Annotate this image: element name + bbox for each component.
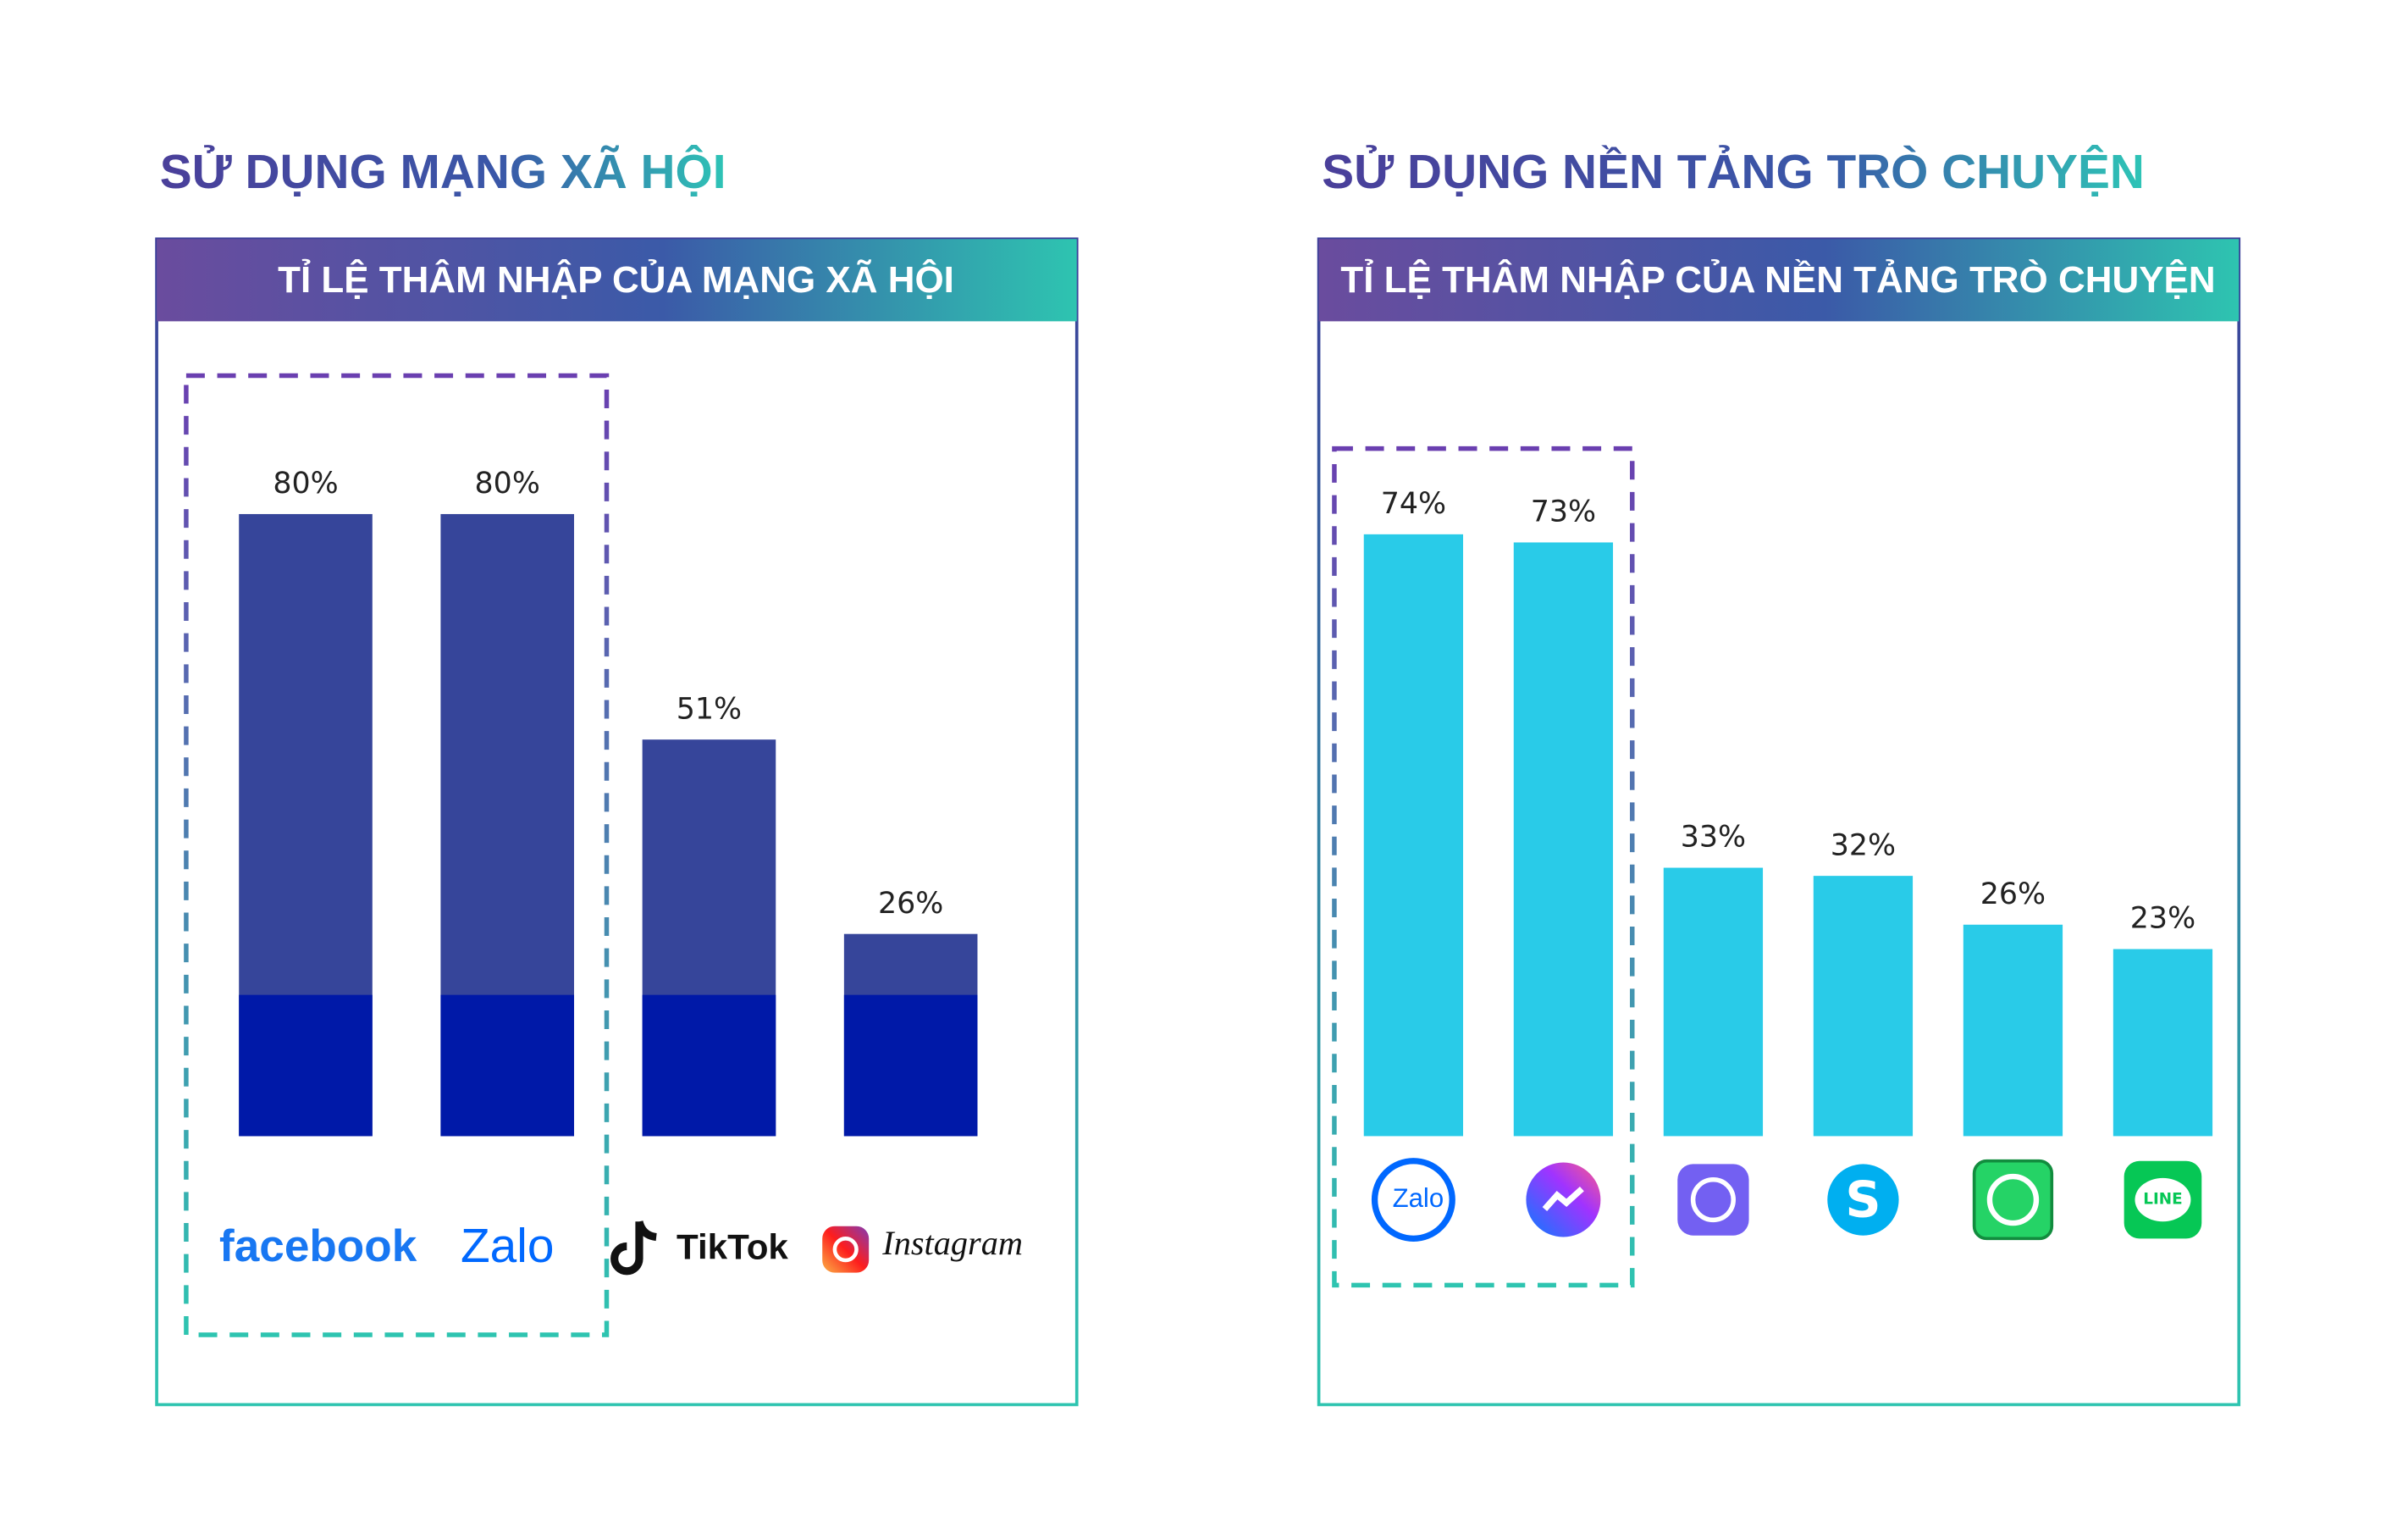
- value-label: 80%: [273, 467, 338, 501]
- value-label: 26%: [878, 887, 943, 921]
- instagram-icon: [822, 1226, 870, 1273]
- chart-subtitle: TỈ LỆ THÂM NHẬP CỦA MẠNG XÃ HỘI: [278, 257, 954, 301]
- bar: [2113, 949, 2213, 1137]
- whatsapp-icon: [1972, 1159, 2054, 1241]
- panel-header: [1318, 239, 2240, 322]
- bar: [1663, 867, 1764, 1137]
- panel-header: [157, 239, 1077, 322]
- value-label: 80%: [475, 467, 540, 501]
- chart-title: SỬ DỤNG MẠNG XÃ HỘI: [160, 144, 726, 199]
- panel: SỬ DỤNG NỀN TẢNG TRÒ CHUYỆN TỈ LỆ THÂM N…: [1317, 144, 2241, 1407]
- value-label: 33%: [1681, 821, 1746, 855]
- bar-base: [642, 994, 776, 1137]
- value-label: 23%: [2130, 902, 2195, 936]
- category-label: Zalo: [461, 1220, 555, 1273]
- category-label: Zalo: [1393, 1183, 1444, 1213]
- bar: [1813, 876, 1914, 1137]
- bar-base: [440, 994, 575, 1137]
- whatsapp-icon: [1986, 1173, 2040, 1226]
- value-label: 51%: [677, 692, 742, 726]
- category-label: Instagram: [881, 1224, 1023, 1262]
- value-label: 73%: [1531, 495, 1596, 529]
- zalo-icon: [1371, 1158, 1455, 1243]
- value-label: 74%: [1381, 487, 1446, 521]
- panel: SỬ DỤNG MẠNG XÃ HỘI TỈ LỆ THÂM NHẬP CỦA …: [155, 144, 1079, 1407]
- highlight-box: [184, 373, 610, 1337]
- bar: [1963, 924, 2063, 1137]
- category-label: TikTok: [677, 1226, 788, 1266]
- bar: [1363, 534, 1464, 1137]
- bar-base: [843, 994, 978, 1137]
- category-label: facebook: [219, 1221, 417, 1271]
- skype-icon: S: [1845, 1171, 1881, 1228]
- highlight-box: [1332, 446, 1635, 1288]
- messenger-icon: [1542, 1186, 1584, 1211]
- viber-icon: [1690, 1176, 1736, 1223]
- bar: [1513, 542, 1614, 1137]
- category-label: LINE: [2143, 1191, 2182, 1209]
- value-label: 26%: [1980, 877, 2046, 911]
- bar-base: [239, 994, 373, 1137]
- skype-icon: [1827, 1164, 1899, 1236]
- value-label: 32%: [1831, 828, 1896, 862]
- instagram-icon: [832, 1237, 859, 1263]
- chart-subtitle: TỈ LỆ THÂM NHẬP CỦA NỀN TẢNG TRÒ CHUYỆN: [1340, 257, 2215, 301]
- viber-icon: [1677, 1164, 1749, 1236]
- chart-title: SỬ DỤNG NỀN TẢNG TRÒ CHUYỆN: [1322, 144, 2145, 199]
- tiktok-icon: [610, 1220, 657, 1276]
- line-icon: [2135, 1177, 2191, 1222]
